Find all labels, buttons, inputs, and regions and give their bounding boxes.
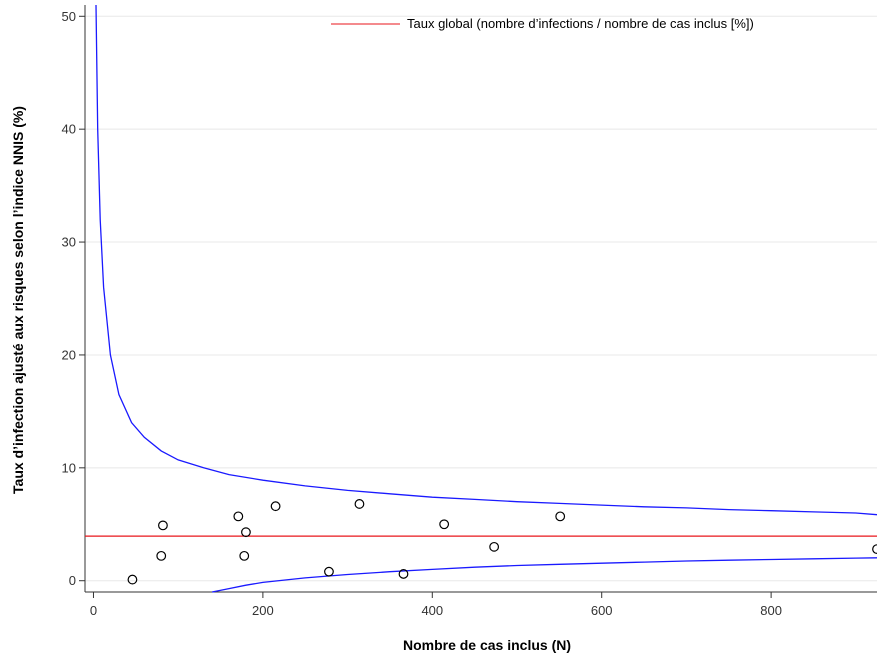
data-point-6: [270, 501, 281, 512]
data-point-0: [127, 574, 138, 585]
x-tick-label-1: 200: [252, 603, 274, 618]
data-point-10: [439, 519, 450, 530]
gridlines: [85, 15, 877, 582]
y-ticks: 0 10 20 30 40 50: [62, 9, 85, 588]
x-ticks: 0 200 400 600 800: [90, 592, 782, 618]
data-point-8: [354, 499, 365, 509]
data-point-4: [239, 550, 250, 561]
data-points: [127, 499, 877, 585]
data-point-1: [156, 550, 167, 561]
control-limits: [95, 4, 877, 593]
data-point-11: [489, 541, 500, 552]
x-tick-label-3: 600: [591, 603, 613, 618]
y-tick-label-2: 20: [62, 347, 76, 362]
data-point-12: [555, 511, 566, 522]
x-tick-label-0: 0: [90, 603, 97, 618]
x-tick-label-4: 800: [760, 603, 782, 618]
data-point-13: [872, 544, 877, 555]
data-point-9: [398, 569, 409, 579]
data-point-3: [233, 511, 244, 522]
axes: [84, 5, 877, 593]
upper-control-limit: [95, 4, 877, 516]
y-tick-label-4: 40: [62, 122, 76, 137]
legend: Taux global (nombre d’infections / nombr…: [331, 16, 754, 31]
y-axis-title: Taux d’infection ajusté aux risques selo…: [10, 106, 26, 494]
y-tick-label-1: 10: [62, 460, 76, 475]
x-axis-title: Nombre de cas inclus (N): [403, 637, 571, 653]
legend-label-global-rate: Taux global (nombre d’infections / nombr…: [407, 16, 754, 31]
data-point-5: [241, 527, 251, 538]
lower-control-limit: [211, 557, 877, 593]
data-point-7: [324, 566, 334, 577]
x-tick-label-2: 400: [421, 603, 443, 618]
y-tick-label-3: 30: [62, 235, 76, 250]
y-tick-label-5: 50: [62, 9, 76, 24]
data-point-2: [158, 520, 168, 531]
y-tick-label-0: 0: [69, 573, 76, 588]
